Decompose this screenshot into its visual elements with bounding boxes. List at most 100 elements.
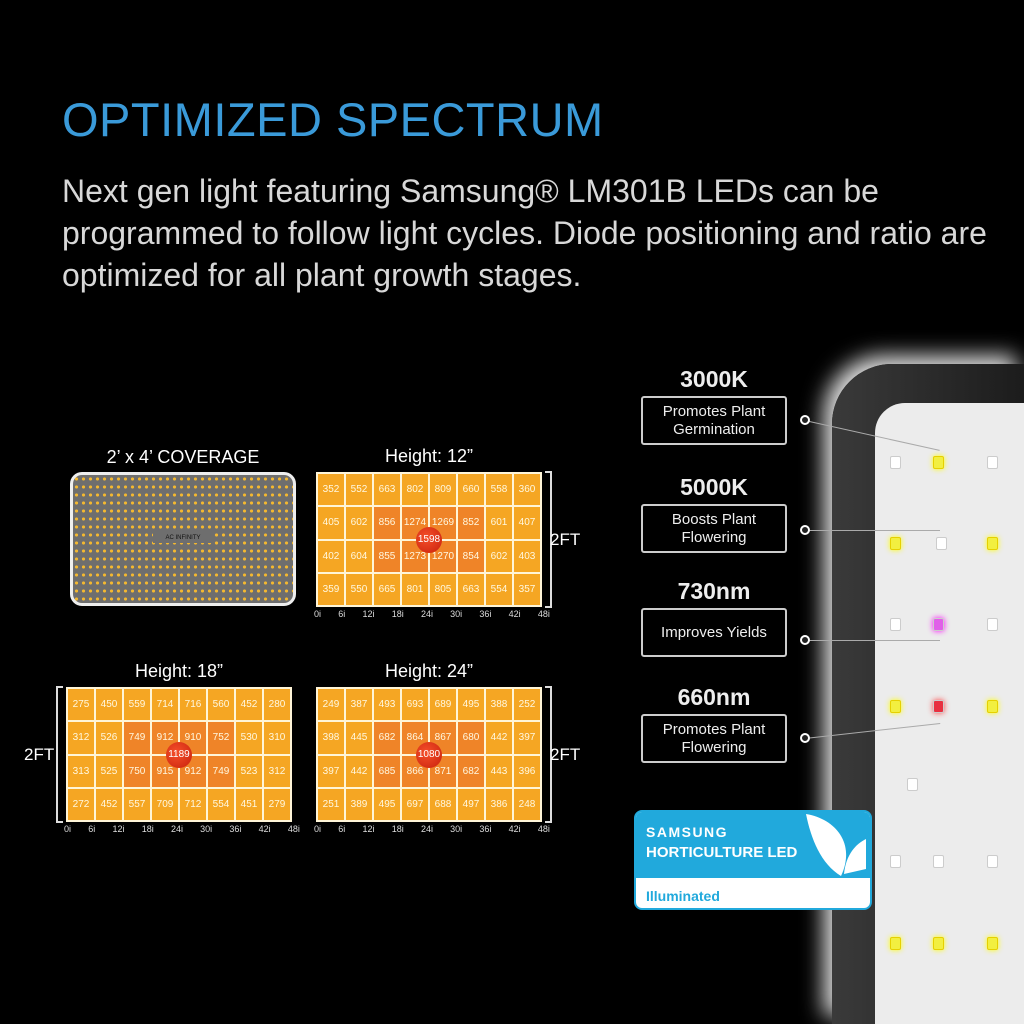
grid-cell: 360 [514, 474, 540, 506]
x-tick: 6i [338, 824, 346, 834]
grid-cell: 663 [374, 474, 400, 506]
grid-cell: 252 [514, 689, 540, 721]
spec-660nm: 660nm Promotes Plant Flowering [641, 684, 787, 763]
x-tick: 12i [112, 824, 125, 834]
grid-cell: 357 [514, 573, 540, 605]
led-diode [987, 456, 998, 469]
grid-cell: 602 [486, 540, 512, 572]
spec-heading: 3000K [680, 366, 748, 392]
led-diode [987, 855, 998, 868]
grid-cell: 749 [208, 755, 234, 787]
x-tick: 36i [229, 824, 242, 834]
x-tick: 48i [537, 824, 550, 834]
x-tick: 18i [141, 824, 154, 834]
x-tick: 0i [314, 609, 322, 619]
led-diode [933, 855, 944, 868]
grid-cell: 665 [374, 573, 400, 605]
height-bracket [545, 686, 552, 823]
x-tick: 42i [258, 824, 271, 834]
page-title: OPTIMIZED SPECTRUM [62, 93, 604, 146]
led-diode [890, 855, 901, 868]
grid-cell: 310 [264, 722, 290, 754]
led-diode [987, 537, 998, 550]
grid-cell: 495 [374, 788, 400, 820]
grid-cell: 387 [346, 689, 372, 721]
x-tick: 24i [170, 824, 183, 834]
spec-3000k: 3000K Promotes Plant Germination [641, 366, 787, 445]
grid-cell: 523 [236, 755, 262, 787]
grid-cell: 852 [458, 507, 484, 539]
grid-cell: 557 [124, 788, 150, 820]
badge-sub: Illuminated [646, 888, 720, 904]
grid-cell: 688 [430, 788, 456, 820]
coverage-panel-image: AC INFINITY [70, 472, 296, 606]
led-diode [890, 618, 901, 631]
x-tick: 30i [200, 824, 213, 834]
ppfd-grid: 352 552 663 802 809 660 558 360 405 602 856 1274 126… [316, 472, 542, 607]
x-tick: 0i [64, 824, 72, 834]
grid-cell: 867 [430, 722, 456, 754]
grid-cell: 279 [264, 788, 290, 820]
grid-cell: 1274 [402, 507, 428, 539]
x-tick: 48i [287, 824, 300, 834]
grid-cell: 442 [486, 722, 512, 754]
description: Next gen light featuring Samsung® LM301B… [62, 173, 987, 293]
led-diode [933, 618, 944, 631]
callout-dot [800, 415, 810, 425]
dimension-label: 2FT [550, 530, 581, 549]
led-diode [907, 778, 918, 791]
x-axis-ticks: 0i 6i 12i 18i 24i 30i 36i 42i 48i [314, 824, 550, 834]
x-tick: 0i [314, 824, 322, 834]
grid-cell: 604 [346, 540, 372, 572]
grid-cell: 912 [152, 722, 178, 754]
x-tick: 36i [479, 824, 492, 834]
panel-logo: AC INFINITY [153, 533, 213, 543]
spec-730nm: 730nm Improves Yields [641, 578, 787, 657]
x-axis-ticks: 0i 6i 12i 18i 24i 30i 36i 42i 48i [64, 824, 300, 834]
grid-cell: 530 [236, 722, 262, 754]
peak-value: 1189 [166, 741, 192, 768]
spec-label: Improves Yields [641, 608, 787, 657]
grid-cell: 558 [486, 474, 512, 506]
x-tick: 12i [362, 609, 375, 619]
led-diode [933, 700, 944, 713]
grid-cell: 714 [152, 689, 178, 721]
grid-cell: 451 [236, 788, 262, 820]
grid-cell: 402 [318, 540, 344, 572]
grid-cell: 445 [346, 722, 372, 754]
grid-cell: 552 [346, 474, 372, 506]
grid-cell: 452 [236, 689, 262, 721]
led-diode [987, 700, 998, 713]
grid-cell: 312 [68, 722, 94, 754]
x-tick: 36i [479, 609, 492, 619]
badge-brand: SAMSUNG [646, 824, 729, 840]
x-tick: 48i [537, 609, 550, 619]
grid-cell: 493 [374, 689, 400, 721]
x-tick: 6i [338, 609, 346, 619]
callout-line [805, 530, 940, 531]
grid-cell: 312 [264, 755, 290, 787]
led-diode [933, 456, 944, 469]
peak-value: 1080 [416, 741, 442, 768]
x-tick: 12i [362, 824, 375, 834]
grid-cell: 443 [486, 755, 512, 787]
grid-cell: 856 [374, 507, 400, 539]
x-tick: 42i [508, 609, 521, 619]
led-diode [936, 537, 947, 550]
grid-cell: 352 [318, 474, 344, 506]
grid-cell: 526 [96, 722, 122, 754]
spec-label: Promotes Plant Germination [641, 396, 787, 445]
grid-cell: 550 [346, 573, 372, 605]
grid-cell: 682 [458, 755, 484, 787]
grid-cell: 389 [346, 788, 372, 820]
grid-cell: 712 [180, 788, 206, 820]
dimension-label: 2FT [550, 745, 581, 764]
grid-cell: 750 [124, 755, 150, 787]
x-tick: 24i [420, 609, 433, 619]
grid-cell: 693 [402, 689, 428, 721]
grid-cell: 663 [458, 573, 484, 605]
callout-line [805, 640, 940, 641]
spec-label: Boosts Plant Flowering [641, 504, 787, 553]
spec-heading: 5000K [680, 474, 748, 500]
dimension-label: 2FT [24, 745, 55, 764]
